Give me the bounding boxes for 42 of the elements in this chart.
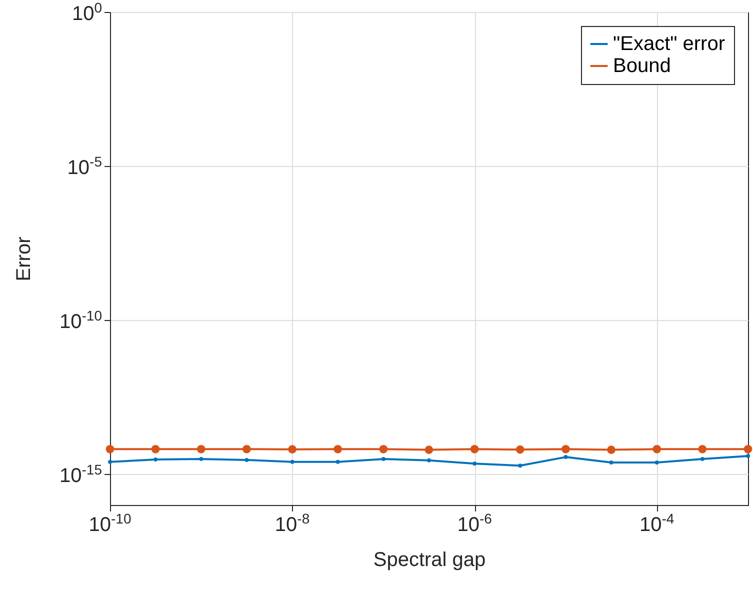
legend-label: Bound [613,55,671,77]
point [609,460,614,464]
point [244,458,249,462]
y-tick-label: 10$^{-5}$ [67,153,102,180]
point [106,444,114,454]
point [470,444,479,454]
point [424,446,434,454]
point [652,444,662,454]
point [334,444,342,454]
x-axis-title: Spectral gap [373,549,486,571]
point [336,460,340,464]
point [562,444,570,454]
y-tick-label: 10$^{-10}$ [60,307,102,334]
point [381,457,386,462]
x-tick-label: 10$^{-10}$ [88,510,132,536]
point [518,464,522,468]
point [744,444,752,454]
point [654,460,659,464]
point [196,444,206,454]
x-tick-label: 10$^{-4}$ [639,510,674,536]
y-tick-label: 10$^{-15}$ [60,462,102,488]
point [472,462,477,466]
point [108,460,112,464]
point [516,445,524,454]
point [199,457,204,462]
y-tick-label: 10$^{0}$ [72,0,102,25]
point [698,444,707,454]
point [379,444,388,454]
point [746,454,750,458]
point [607,446,616,454]
point [151,444,160,454]
y-axis-title: Error [13,236,35,282]
x-tick-label: 10$^{-8}$ [274,510,310,536]
point [564,455,568,460]
point [290,460,294,464]
point [242,444,251,454]
legend-label: "Exact" error [613,33,726,55]
point [288,445,296,454]
x-tick-label: 10$^{-6}$ [457,510,492,536]
point [154,457,158,462]
point [426,458,431,462]
point [700,457,704,462]
